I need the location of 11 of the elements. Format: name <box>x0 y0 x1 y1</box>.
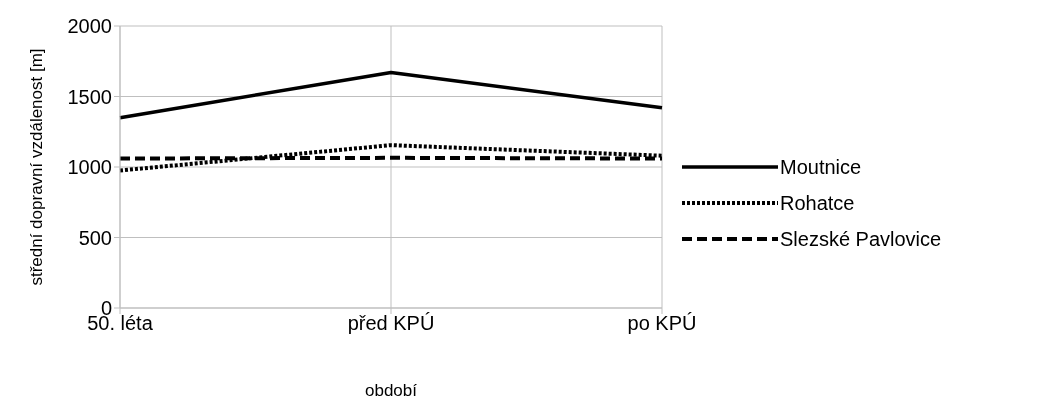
y-tick-label: 500 <box>78 226 112 249</box>
x-tick-label: před KPÚ <box>347 312 435 335</box>
legend-label: Moutnice <box>780 155 862 179</box>
y-tick-label: 2000 <box>67 15 112 38</box>
legend-label: Rohatce <box>780 191 855 215</box>
x-axis-title: období <box>365 381 418 400</box>
legend-label: Slezské Pavlovice <box>780 227 942 251</box>
x-tick-label: po KPÚ <box>627 312 697 335</box>
y-axis-title: střední dopravní vzdálenost [m] <box>27 48 47 286</box>
y-tick-label: 1000 <box>67 156 112 179</box>
y-tick-label: 1500 <box>67 85 112 108</box>
